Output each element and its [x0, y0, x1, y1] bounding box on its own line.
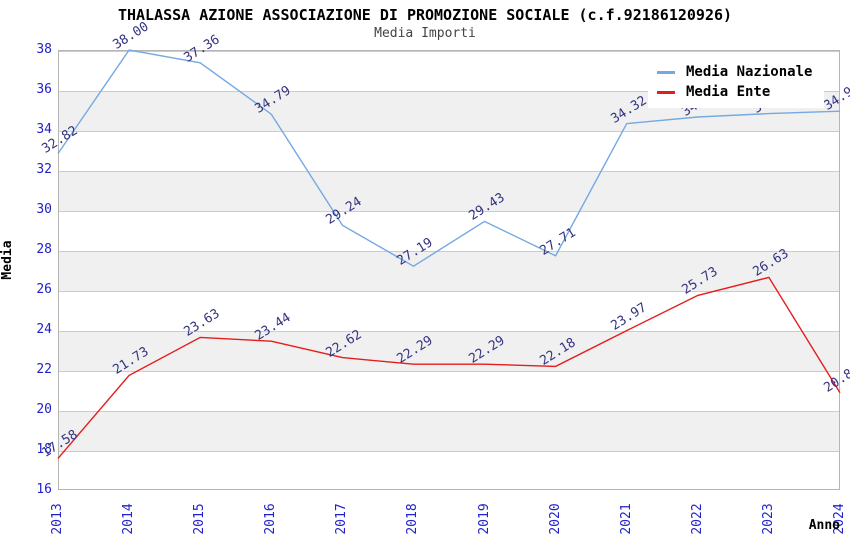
legend-label: Media Nazionale	[686, 64, 813, 80]
chart-subtitle: Media Importi	[374, 26, 476, 41]
x-tick-label: 2015	[192, 503, 208, 535]
y-tick-label: 16	[36, 482, 52, 497]
y-tick-label: 36	[36, 82, 52, 97]
x-tick-label: 2019	[476, 503, 492, 535]
y-tick-label: 24	[36, 322, 52, 337]
legend-dash-icon	[657, 90, 675, 94]
x-tick-label: 2020	[547, 503, 563, 535]
x-tick-label: 2023	[760, 503, 776, 535]
y-tick-label: 38	[36, 42, 52, 57]
legend: Media Nazionale Media Ente	[648, 57, 825, 108]
x-tick-label: 2013	[50, 503, 65, 535]
y-tick-label: 32	[36, 162, 52, 177]
legend-label: Media Ente	[686, 84, 771, 100]
x-tick-label: 2016	[263, 503, 279, 535]
x-tick-label: 2014	[121, 503, 137, 535]
legend-row: Media Nazionale	[657, 62, 812, 82]
chart-title: THALASSA AZIONE ASSOCIAZIONE DI PROMOZIO…	[117, 6, 733, 24]
y-tick-label: 28	[36, 242, 52, 257]
y-tick-label: 20	[36, 402, 52, 417]
y-tick-label: 22	[36, 362, 52, 377]
x-tick-label: 2017	[334, 503, 350, 535]
y-tick-label: 30	[36, 202, 52, 217]
x-tick-label: 2018	[405, 503, 421, 535]
x-tick-label: 2022	[689, 503, 705, 535]
y-tick-label: 26	[36, 282, 52, 297]
y-tick-label: 34	[36, 122, 52, 137]
legend-dash-icon	[657, 70, 675, 74]
plot-area	[58, 50, 840, 490]
x-tick-label: 2021	[618, 503, 634, 535]
y-tick-label: 18	[36, 442, 52, 457]
y-axis-title: Media	[0, 240, 15, 280]
x-axis-title: Anno	[808, 518, 840, 533]
legend-row: Media Ente	[657, 82, 812, 102]
